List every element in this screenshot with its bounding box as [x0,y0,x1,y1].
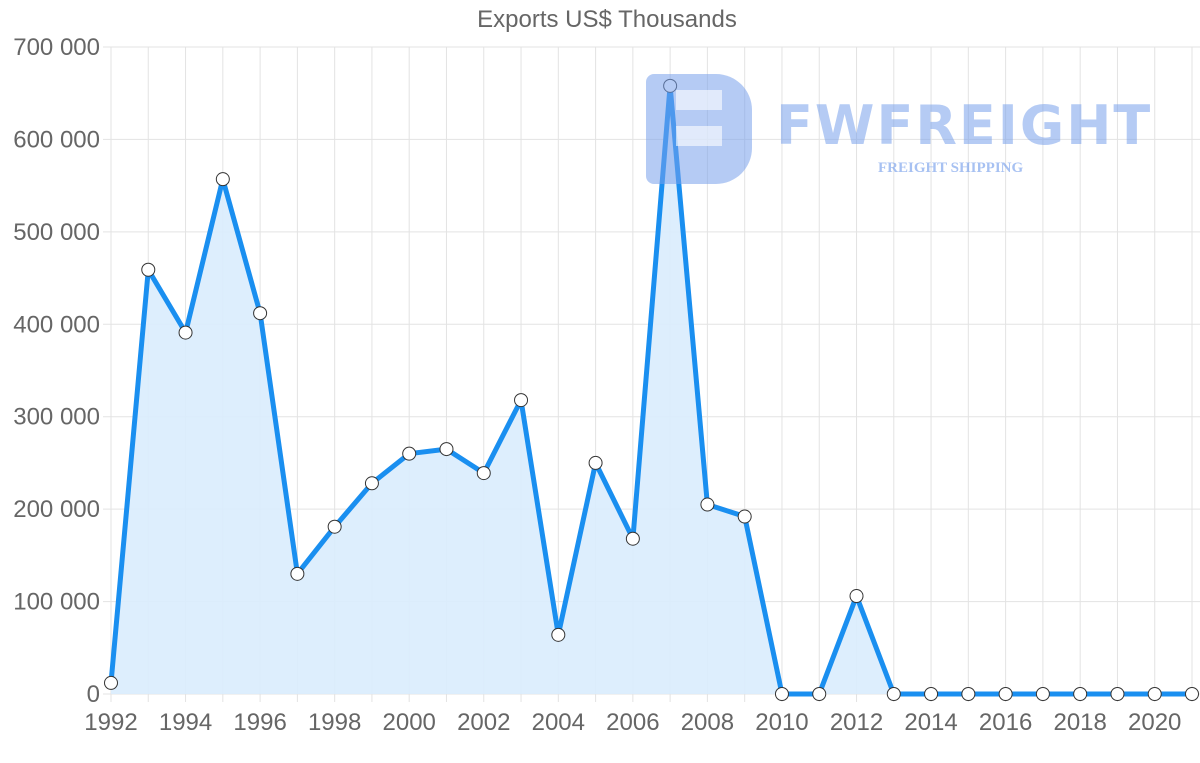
y-tick-label: 100 000 [13,589,100,616]
data-point[interactable] [364,476,379,491]
data-point[interactable] [253,306,268,321]
data-point[interactable] [886,687,901,701]
x-tick-label: 1992 [84,709,137,736]
data-point[interactable] [588,455,603,470]
x-tick-label: 2000 [383,709,436,736]
y-tick-label: 600 000 [13,126,100,153]
data-points [104,78,1199,701]
x-tick-label: 2012 [830,709,883,736]
data-point[interactable] [1147,687,1162,701]
x-tick-label: 2010 [755,709,808,736]
data-point[interactable] [774,687,789,701]
data-point[interactable] [141,262,156,277]
data-point[interactable] [402,446,417,461]
data-point[interactable] [104,675,118,690]
area-fill [111,85,1192,695]
data-point[interactable] [961,687,976,701]
data-point[interactable] [476,466,491,481]
data-point[interactable] [998,687,1013,701]
x-tick-label: 1998 [308,709,361,736]
data-point[interactable] [663,78,678,93]
data-point[interactable] [178,325,193,340]
data-point[interactable] [514,393,529,408]
y-tick-label: 700 000 [13,34,100,61]
data-point[interactable] [1035,687,1050,701]
data-point[interactable] [290,566,305,581]
x-tick-label: 2006 [606,709,659,736]
y-tick-label: 300 000 [13,404,100,431]
data-point[interactable] [737,509,752,524]
x-tick-label: 2002 [457,709,510,736]
y-tick-label: 500 000 [13,219,100,246]
x-tick-label: 2004 [532,709,585,736]
data-point[interactable] [812,687,827,701]
data-point[interactable] [1110,687,1125,701]
data-point[interactable] [215,172,230,187]
y-axis-labels: 0 100 000 200 000 300 000 400 000 500 000 600 … [13,34,100,708]
data-point[interactable] [625,531,640,546]
x-tick-label: 2018 [1053,709,1106,736]
x-tick-label: 2008 [681,709,734,736]
data-point[interactable] [439,442,454,457]
y-tick-label: 200 000 [13,496,100,523]
x-tick-label: 1994 [159,709,212,736]
data-point[interactable] [1185,687,1199,701]
chart-title: Exports US$ Thousands [477,6,737,33]
data-point[interactable] [327,519,342,534]
data-point[interactable] [700,497,715,512]
x-tick-label: 2020 [1128,709,1181,736]
x-axis-labels: 1992 1994 1996 1998 2000 2002 2004 2006 2008 2010… [84,709,1181,736]
x-tick-label: 1996 [233,709,286,736]
data-point[interactable] [849,589,864,604]
x-tick-label: 2014 [904,709,957,736]
x-tick-label: 2016 [979,709,1032,736]
data-point[interactable] [924,687,939,701]
y-tick-label: 400 000 [13,311,100,338]
data-point[interactable] [551,627,566,642]
data-point[interactable] [1073,687,1088,701]
y-tick-label: 0 [87,681,100,708]
